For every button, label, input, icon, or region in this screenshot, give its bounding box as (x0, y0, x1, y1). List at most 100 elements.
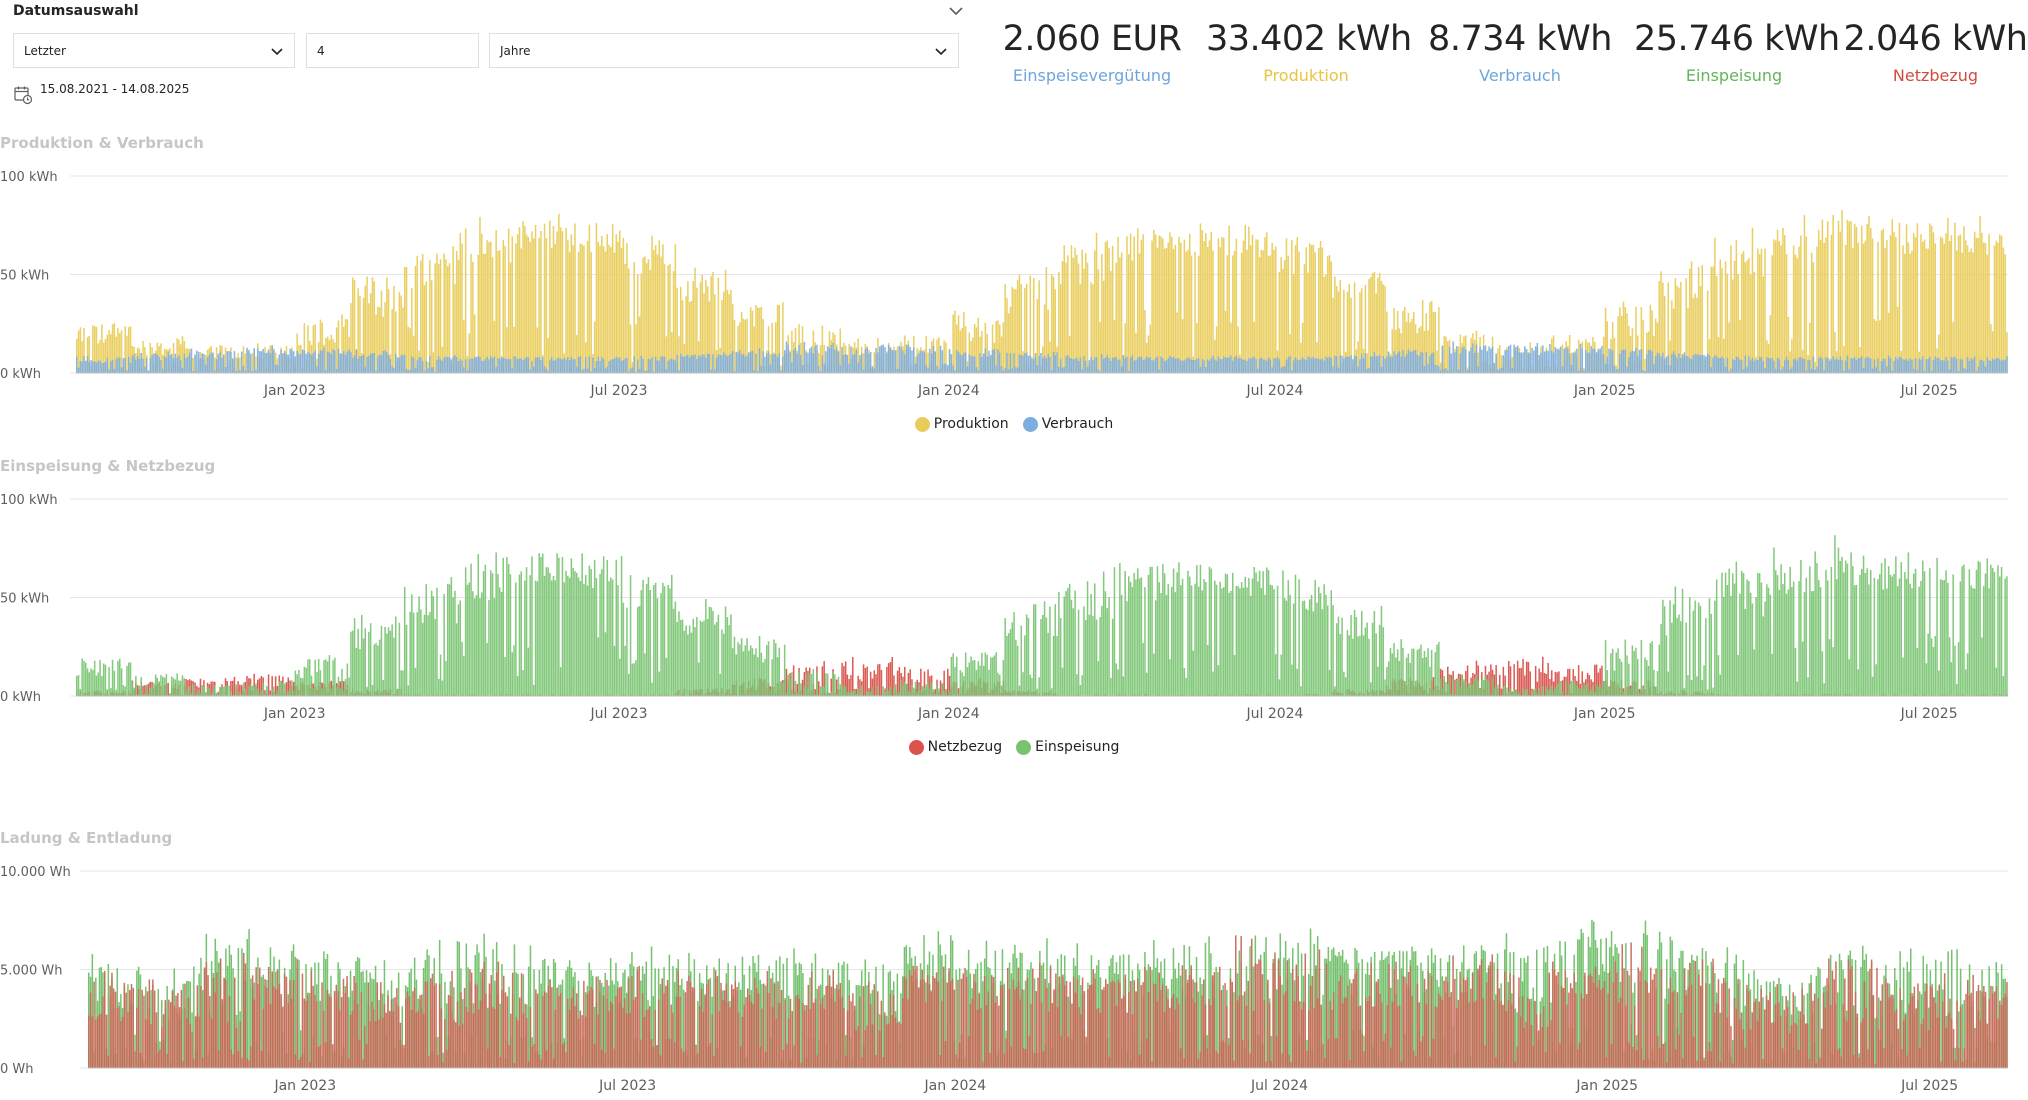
bar-verbrauch (948, 349, 951, 373)
bar-produktion (1319, 241, 1322, 373)
bar-einspeisung (128, 662, 130, 696)
bar-verbrauch (1791, 367, 1793, 373)
bar-einspeisung (739, 644, 741, 696)
bar-produktion (1038, 280, 1040, 373)
bar-netzbezug (167, 682, 169, 696)
bar-produktion (1812, 262, 1815, 373)
bar-produktion (1361, 288, 1363, 373)
bar-ladung (442, 1052, 444, 1068)
bar-produktion (432, 352, 435, 373)
period-count-input[interactable]: 4 (306, 33, 479, 68)
bar-entladung (164, 1000, 167, 1068)
bar-entladung (524, 1003, 526, 1068)
bar-einspeisung (1024, 635, 1026, 696)
bar-verbrauch (1963, 367, 1965, 373)
bar-einspeisung (1749, 592, 1752, 696)
bar-verbrauch (776, 357, 779, 373)
bar-verbrauch (314, 350, 316, 373)
bar-produktion (1135, 332, 1137, 373)
bar-entladung (401, 1045, 404, 1068)
bar-verbrauch (292, 351, 295, 373)
bar-entladung (485, 993, 487, 1068)
bar-produktion (447, 266, 449, 373)
bar-einspeisung (1952, 574, 1954, 696)
bar-produktion (680, 286, 682, 373)
bar-verbrauch (1907, 361, 1910, 373)
bar-verbrauch (183, 353, 186, 373)
bar-einspeisung (335, 686, 338, 696)
bar-produktion (520, 248, 523, 373)
bar-ladung (369, 972, 371, 1068)
bar-entladung (98, 1014, 101, 1068)
bar-verbrauch (1678, 353, 1680, 373)
bar-verbrauch (1796, 360, 1799, 373)
bar-einspeisung (791, 672, 793, 696)
bar-ladung (358, 958, 361, 1068)
bar-verbrauch (1491, 346, 1494, 373)
bar-entladung (251, 975, 254, 1068)
bar-verbrauch (1558, 349, 1560, 373)
bar-verbrauch (645, 370, 648, 373)
bar-verbrauch (685, 355, 687, 373)
bar-produktion (1219, 247, 1221, 373)
bar-verbrauch (1730, 368, 1732, 373)
calendar-icon[interactable] (13, 85, 33, 105)
bar-netzbezug (1543, 673, 1546, 696)
bar-einspeisung (1294, 574, 1297, 696)
legend-item-netzbezug[interactable]: Netzbezug (908, 739, 1002, 755)
bar-netzbezug (823, 661, 825, 696)
bar-produktion (1000, 336, 1003, 373)
bar-einspeisung (516, 675, 519, 696)
bar-produktion (1984, 243, 1987, 373)
bar-einspeisung (282, 683, 284, 696)
bar-verbrauch (547, 371, 549, 373)
bar-einspeisung (402, 670, 404, 696)
bar-einspeisung (482, 571, 485, 696)
bar-einspeisung (1617, 648, 1619, 696)
bar-verbrauch (1656, 352, 1659, 373)
bar-entladung (310, 970, 313, 1068)
bar-einspeisung (316, 672, 318, 696)
legend-item-verbrauch[interactable]: Verbrauch (1022, 416, 1113, 432)
bar-einspeisung (1671, 622, 1673, 696)
bar-produktion (1887, 312, 1890, 373)
bar-produktion (472, 261, 474, 373)
period-dropdown[interactable]: Letzter (13, 33, 295, 68)
bar-verbrauch (144, 366, 146, 373)
bar-produktion (1993, 245, 1996, 373)
bar-produktion (1904, 253, 1906, 373)
bar-einspeisung (305, 667, 307, 696)
bar-einspeisung (1468, 683, 1471, 696)
bar-verbrauch (826, 346, 829, 373)
bar-einspeisung (1990, 564, 1992, 696)
bar-verbrauch (266, 352, 268, 373)
bar-entladung (218, 1050, 220, 1068)
bar-einspeisung (1172, 568, 1175, 696)
bar-verbrauch (1540, 352, 1542, 373)
bar-verbrauch (579, 356, 582, 373)
bar-verbrauch (181, 367, 184, 373)
bar-produktion (303, 323, 306, 373)
bar-entladung (454, 1022, 457, 1068)
bar-verbrauch (1776, 357, 1779, 373)
bar-einspeisung (289, 689, 291, 696)
bar-verbrauch (140, 353, 143, 373)
bar-produktion (1669, 340, 1671, 373)
bar-verbrauch (887, 344, 890, 373)
bar-verbrauch (1404, 357, 1406, 373)
bar-produktion (1932, 232, 1935, 373)
legend-item-produktion[interactable]: Produktion (914, 416, 1009, 432)
bar-einspeisung (300, 677, 302, 696)
bar-einspeisung (1095, 619, 1098, 696)
bar-verbrauch (1344, 356, 1347, 373)
legend-item-einspeisung[interactable]: Einspeisung (1016, 739, 1119, 755)
bar-einspeisung (1083, 606, 1085, 696)
period-unit-dropdown[interactable]: Jahre (489, 33, 959, 68)
chevron-down-icon[interactable] (945, 0, 967, 22)
bar-verbrauch (1052, 351, 1055, 373)
bar-einspeisung (1710, 613, 1713, 696)
bar-einspeisung (1689, 597, 1691, 696)
